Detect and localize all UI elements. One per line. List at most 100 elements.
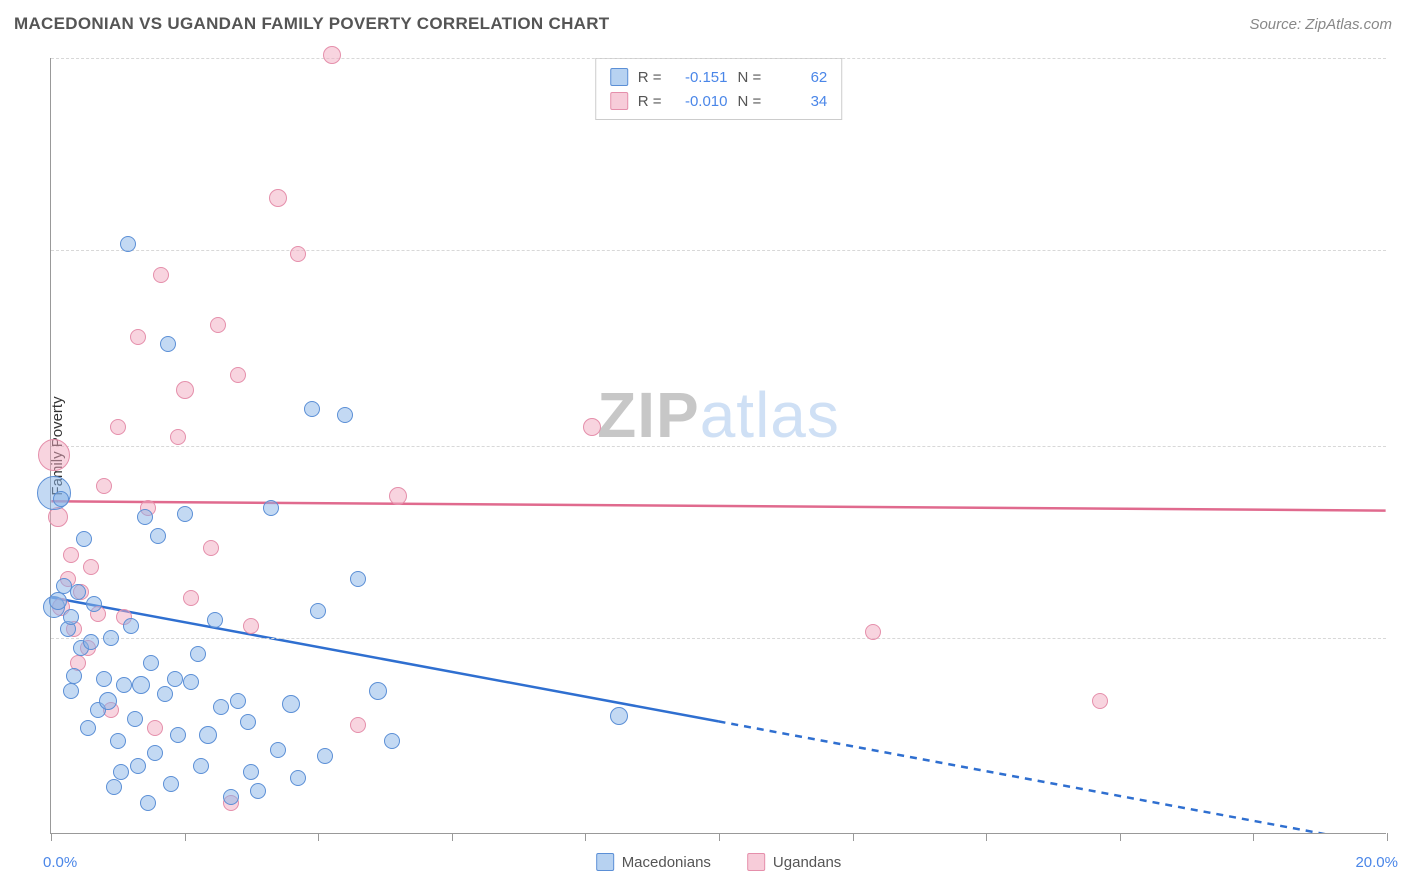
data-point (203, 540, 219, 556)
gridline-h (51, 250, 1386, 251)
correlation-row-ugandans: R = -0.010 N = 34 (610, 89, 828, 113)
data-point (190, 646, 206, 662)
y-tick-label: 25.0% (1394, 50, 1406, 67)
data-point (160, 336, 176, 352)
data-point (83, 634, 99, 650)
data-point (63, 609, 79, 625)
legend-label: Macedonians (622, 854, 711, 871)
x-axis-start-label: 0.0% (43, 854, 77, 871)
data-point (170, 429, 186, 445)
data-point (269, 189, 287, 207)
data-point (150, 528, 166, 544)
legend-item-ugandans: Ugandans (747, 853, 841, 871)
correlation-row-macedonians: R = -0.151 N = 62 (610, 65, 828, 89)
data-point (140, 795, 156, 811)
x-tick (452, 833, 453, 841)
n-label: N = (738, 93, 762, 110)
r-value: -0.151 (672, 69, 728, 86)
data-point (96, 671, 112, 687)
data-point (270, 742, 286, 758)
data-point (170, 727, 186, 743)
swatch-pink-icon (747, 853, 765, 871)
data-point (76, 531, 92, 547)
x-tick (585, 833, 586, 841)
swatch-blue-icon (596, 853, 614, 871)
data-point (177, 506, 193, 522)
chart-title: MACEDONIAN VS UGANDAN FAMILY POVERTY COR… (14, 14, 610, 34)
watermark: ZIPatlas (597, 378, 840, 452)
y-tick-label: 6.3% (1394, 630, 1406, 647)
data-point (304, 401, 320, 417)
data-point (282, 695, 300, 713)
data-point (130, 329, 146, 345)
watermark-part2: atlas (700, 379, 840, 451)
data-point (865, 624, 881, 640)
data-point (199, 726, 217, 744)
n-value: 62 (771, 69, 827, 86)
x-tick (986, 833, 987, 841)
data-point (38, 439, 70, 471)
n-label: N = (738, 69, 762, 86)
data-point (369, 682, 387, 700)
data-point (250, 783, 266, 799)
data-point (583, 418, 601, 436)
data-point (323, 46, 341, 64)
data-point (120, 236, 136, 252)
data-point (263, 500, 279, 516)
data-point (310, 603, 326, 619)
data-point (317, 748, 333, 764)
data-point (290, 770, 306, 786)
swatch-pink-icon (610, 92, 628, 110)
data-point (63, 547, 79, 563)
legend-label: Ugandans (773, 854, 841, 871)
data-point (137, 509, 153, 525)
data-point (183, 674, 199, 690)
x-tick (719, 833, 720, 841)
data-point (123, 618, 139, 634)
data-point (610, 707, 628, 725)
x-tick (1253, 833, 1254, 841)
data-point (213, 699, 229, 715)
data-point (113, 764, 129, 780)
data-point (230, 367, 246, 383)
data-point (63, 683, 79, 699)
legend-item-macedonians: Macedonians (596, 853, 711, 871)
y-tick-label: 12.5% (1394, 438, 1406, 455)
data-point (147, 745, 163, 761)
data-point (1092, 693, 1108, 709)
data-point (143, 655, 159, 671)
data-point (240, 714, 256, 730)
data-point (157, 686, 173, 702)
data-point (243, 618, 259, 634)
data-point (70, 584, 86, 600)
data-point (80, 720, 96, 736)
source-attribution: Source: ZipAtlas.com (1249, 16, 1392, 33)
r-label: R = (638, 93, 662, 110)
data-point (49, 592, 67, 610)
n-value: 34 (771, 93, 827, 110)
data-point (176, 381, 194, 399)
data-point (86, 596, 102, 612)
gridline-h (51, 58, 1386, 59)
x-tick (853, 833, 854, 841)
data-point (210, 317, 226, 333)
data-point (167, 671, 183, 687)
data-point (243, 764, 259, 780)
data-point (153, 267, 169, 283)
data-point (96, 478, 112, 494)
data-point (130, 758, 146, 774)
data-point (106, 779, 122, 795)
data-point (290, 246, 306, 262)
data-point (163, 776, 179, 792)
r-value: -0.010 (672, 93, 728, 110)
data-point (193, 758, 209, 774)
chart-plot-area: ZIPatlas R = -0.151 N = 62 R = -0.010 N … (50, 58, 1386, 834)
x-tick (1120, 833, 1121, 841)
data-point (110, 733, 126, 749)
data-point (116, 677, 132, 693)
data-point (132, 676, 150, 694)
gridline-h (51, 446, 1386, 447)
data-point (103, 630, 119, 646)
header: MACEDONIAN VS UGANDAN FAMILY POVERTY COR… (0, 0, 1406, 48)
data-point (66, 668, 82, 684)
